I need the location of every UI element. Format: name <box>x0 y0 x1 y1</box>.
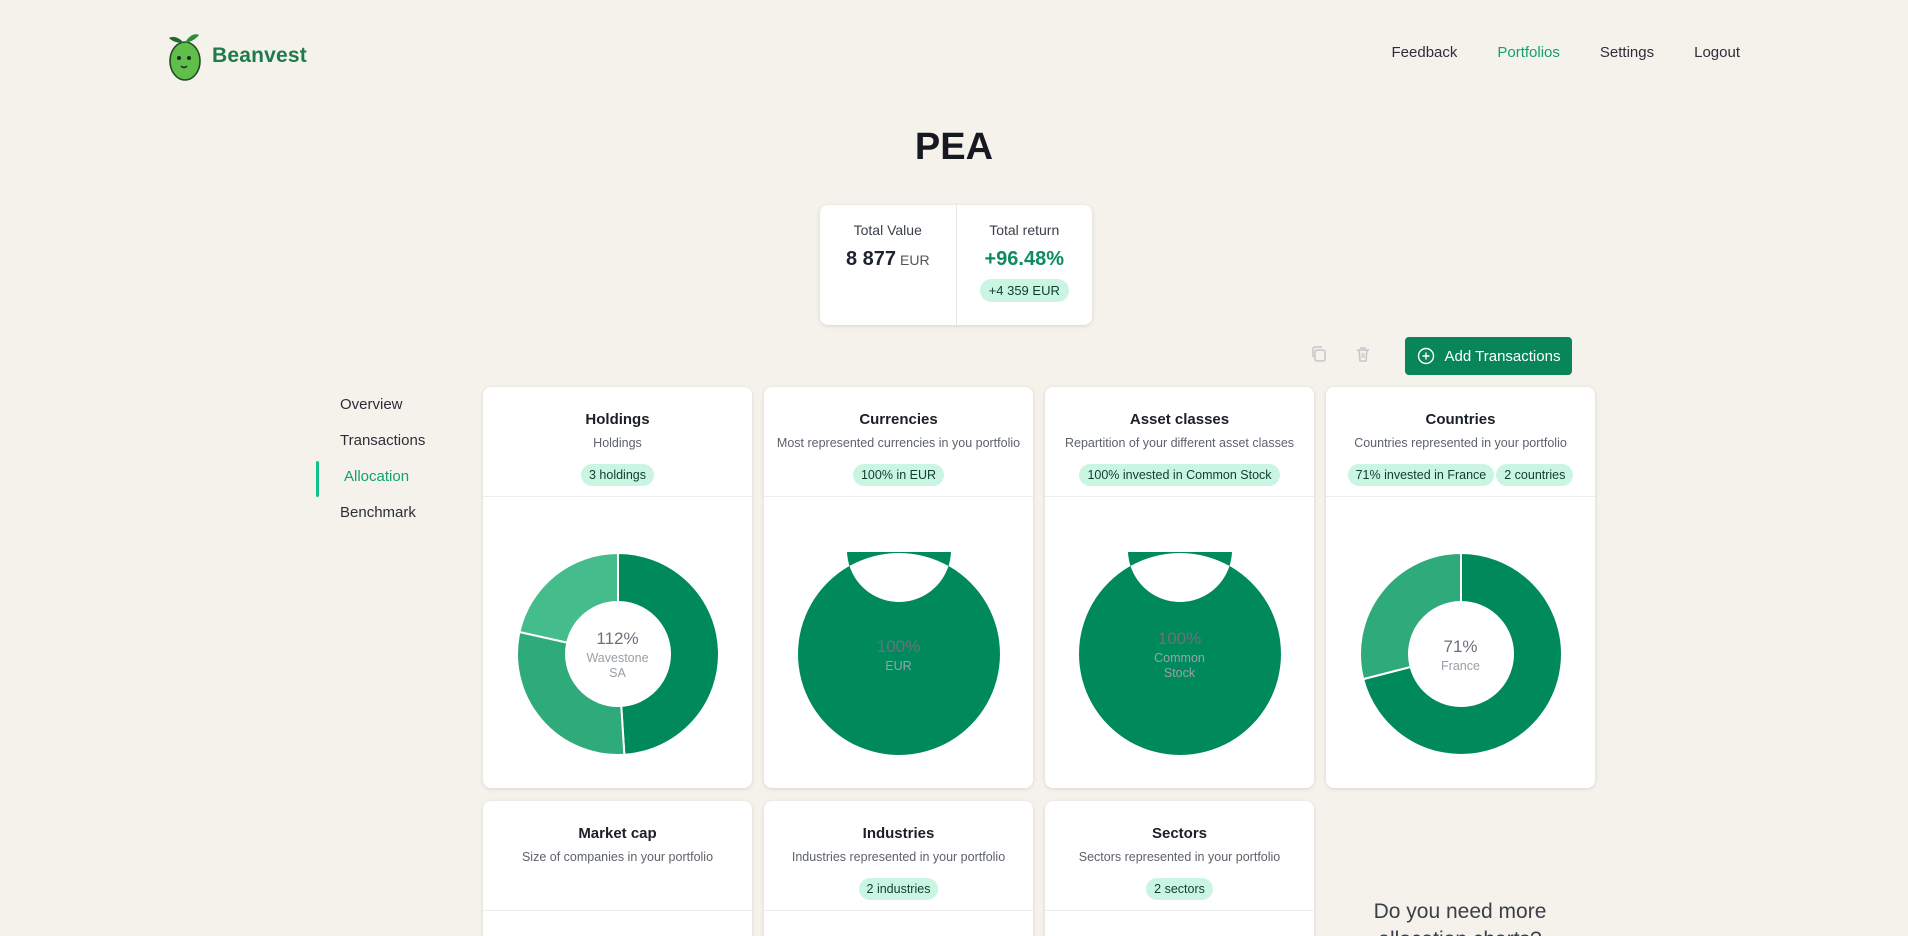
market-cap-card: Market cap Size of companies in your por… <box>483 801 752 936</box>
add-transactions-label: Add Transactions <box>1444 347 1561 365</box>
card-badge: 3 holdings <box>581 464 654 486</box>
countries-donut-svg[interactable] <box>1359 552 1563 756</box>
card-header: Market cap Size of companies in your por… <box>483 801 752 911</box>
portfolio-summary-card: Total Value 8 877 EUR Total return +96.48… <box>820 205 1092 325</box>
industries-card: Industries Industries represented in you… <box>764 801 1033 936</box>
app-name: Beanvest <box>212 44 307 67</box>
card-badge: 100% invested in Common Stock <box>1079 464 1280 486</box>
copy-icon[interactable] <box>1310 345 1328 363</box>
card-title: Sectors <box>1151 825 1208 842</box>
plus-circle-icon <box>1417 347 1434 365</box>
card-subtitle: Countries represented in your portfolio <box>1354 436 1567 450</box>
card-subtitle: Most represented currencies in you portf… <box>776 436 1021 450</box>
card-header: Countries Countries represented in your … <box>1326 387 1595 497</box>
more-charts-prompt: Do you need more allocation charts? <box>1373 900 1547 936</box>
asset-classes-card: Asset classes Repartition of your differ… <box>1045 387 1314 788</box>
countries-card: Countries Countries represented in your … <box>1326 387 1595 788</box>
side-item-benchmark[interactable]: Benchmark <box>340 504 416 521</box>
card-badges: 2 industries <box>764 878 1033 900</box>
asset-classes-donut-svg[interactable] <box>1078 552 1282 756</box>
card-badge: 2 sectors <box>1146 878 1213 900</box>
card-badges: 100% invested in Common Stock <box>1045 464 1314 486</box>
currencies-card: Currencies Most represented currencies i… <box>764 387 1033 788</box>
card-badge: 2 industries <box>858 878 939 900</box>
nav-logout[interactable]: Logout <box>1694 44 1740 61</box>
sectors-card: Sectors Sectors represented in your port… <box>1045 801 1314 936</box>
card-header: Industries Industries represented in you… <box>764 801 1033 911</box>
card-subtitle: Size of companies in your portfolio <box>521 850 714 864</box>
total-return-cell: Total return +96.48% +4 359 EUR <box>955 205 1093 325</box>
card-title: Asset classes <box>1129 411 1230 428</box>
card-title: Holdings <box>585 411 650 428</box>
page-title: PEA <box>914 126 994 168</box>
holdings-donut-svg[interactable] <box>516 552 720 756</box>
portfolio-side-menu: Overview Transactions Allocation Benchma… <box>316 395 425 539</box>
card-badges: 71% invested in France 2 countries <box>1326 464 1595 486</box>
donut-slice[interactable] <box>617 552 720 756</box>
card-subtitle: Holdings <box>593 436 642 450</box>
add-transactions-button[interactable]: Add Transactions <box>1405 337 1572 375</box>
card-header: Holdings Holdings 3 holdings <box>483 387 752 497</box>
card-title: Market cap <box>578 825 657 842</box>
side-item-overview[interactable]: Overview <box>340 396 403 413</box>
total-value-cell: Total Value 8 877 EUR <box>820 205 956 325</box>
total-value: 8 877 EUR <box>820 248 956 271</box>
card-badge: 2 countries <box>1496 464 1574 486</box>
donut-chart[interactable]: 71% France <box>1326 497 1595 787</box>
donut-chart[interactable]: 100% EUR <box>764 497 1033 787</box>
app-logo[interactable]: Beanvest <box>164 30 307 82</box>
top-nav: Feedback Portfolios Settings Logout <box>1392 44 1741 61</box>
card-title: Currencies <box>859 411 938 428</box>
total-return-label: Total return <box>989 222 1060 238</box>
total-return-amount-badge: +4 359 EUR <box>979 279 1069 302</box>
total-value-label: Total Value <box>853 222 922 238</box>
donut-slice[interactable] <box>797 552 1000 755</box>
donut-slice[interactable] <box>1361 552 1563 756</box>
total-value-unit: EUR <box>900 252 930 268</box>
nav-settings[interactable]: Settings <box>1599 44 1655 61</box>
holdings-card: Holdings Holdings 3 holdings 112% Wavest… <box>483 387 752 788</box>
card-badges: 2 sectors <box>1045 878 1314 900</box>
nav-portfolios[interactable]: Portfolios <box>1497 44 1560 61</box>
card-header: Currencies Most represented currencies i… <box>764 387 1033 497</box>
card-header: Asset classes Repartition of your differ… <box>1045 387 1314 497</box>
donut-slice[interactable] <box>1359 552 1462 681</box>
currencies-donut-svg[interactable] <box>797 552 1001 756</box>
card-header: Sectors Sectors represented in your port… <box>1045 801 1314 911</box>
total-value-amount: 8 877 <box>845 248 896 270</box>
card-badge: 71% invested in France <box>1347 464 1495 486</box>
donut-chart[interactable]: 100% Common Stock <box>1045 497 1314 787</box>
card-badges: 100% in EUR <box>764 464 1033 486</box>
donut-slice[interactable] <box>516 630 626 756</box>
card-badge: 100% in EUR <box>852 464 945 486</box>
card-badges: 3 holdings <box>483 464 752 486</box>
nav-feedback[interactable]: Feedback <box>1391 44 1458 61</box>
trash-icon[interactable] <box>1354 345 1372 363</box>
card-subtitle: Industries represented in your portfolio <box>791 850 1006 864</box>
card-subtitle: Sectors represented in your portfolio <box>1078 850 1281 864</box>
card-title: Industries <box>862 825 935 842</box>
donut-chart[interactable]: 112% Wavestone SA <box>483 497 752 787</box>
card-title: Countries <box>1425 411 1496 428</box>
donut-slice[interactable] <box>1078 552 1281 755</box>
bean-logo-icon <box>169 34 201 81</box>
donut-slice[interactable] <box>518 552 619 644</box>
side-item-transactions[interactable]: Transactions <box>340 432 426 449</box>
card-subtitle: Repartition of your different asset clas… <box>1064 436 1295 450</box>
total-return-pct: +96.48% <box>984 248 1064 270</box>
side-item-allocation[interactable]: Allocation <box>316 461 425 503</box>
